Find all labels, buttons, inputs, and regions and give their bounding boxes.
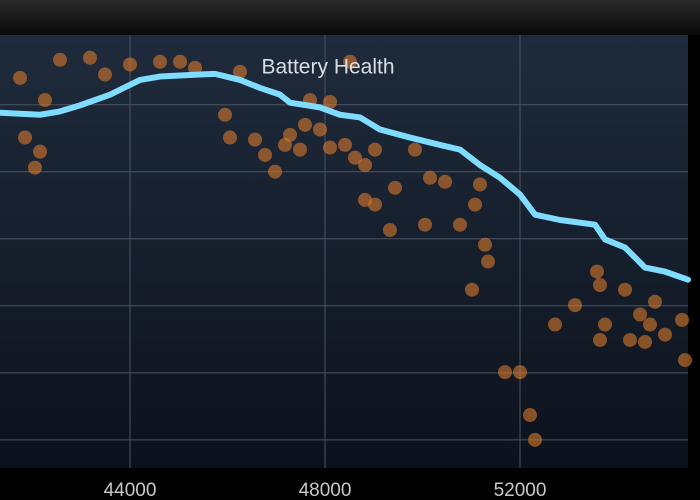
x-tick-label: 52000 <box>494 480 547 500</box>
scatter-point <box>323 95 338 110</box>
scatter-point <box>152 54 167 69</box>
scatter-point <box>423 170 438 185</box>
scatter-point <box>283 127 298 142</box>
scatter-point <box>675 312 690 327</box>
scatter-point <box>187 60 202 75</box>
scatter-point <box>548 317 563 332</box>
scatter-point <box>343 54 358 69</box>
scatter-point <box>18 130 33 145</box>
scatter-point <box>497 365 512 380</box>
scatter-point <box>567 298 582 313</box>
scatter-point <box>647 294 662 309</box>
scatter-point <box>337 137 352 152</box>
scatter-point <box>408 142 423 157</box>
scatter-point <box>417 217 432 232</box>
scatter-point <box>528 432 543 447</box>
scatter-point <box>368 142 383 157</box>
scatter-point <box>382 223 397 238</box>
scatter-point <box>298 117 313 132</box>
scatter-point <box>82 50 97 65</box>
top-bar <box>0 0 700 35</box>
scatter-point <box>258 147 273 162</box>
scatter-point <box>598 317 613 332</box>
scatter-point <box>37 93 52 108</box>
scatter-point <box>368 197 383 212</box>
scatter-point <box>267 164 282 179</box>
scatter-point <box>248 132 263 147</box>
scatter-point <box>643 317 658 332</box>
scatter-point <box>13 70 28 85</box>
scatter-point <box>464 282 479 297</box>
scatter-point <box>347 150 362 165</box>
chart-title: Battery Health <box>261 56 394 79</box>
scatter-point <box>523 408 538 423</box>
scatter-point <box>123 57 138 72</box>
x-tick-label: 44000 <box>104 480 157 500</box>
scatter-point <box>98 67 113 82</box>
trend-line <box>0 70 691 283</box>
scatter-point <box>438 174 453 189</box>
scatter-point <box>28 160 43 175</box>
scatter-point <box>388 180 403 195</box>
scatter-point <box>618 282 633 297</box>
scatter-point <box>593 278 608 293</box>
scatter-point <box>633 307 648 322</box>
scatter-point <box>513 365 528 380</box>
scatter-point <box>33 144 48 159</box>
scatter-point <box>657 327 672 342</box>
scatter-point <box>678 353 693 368</box>
scatter-point <box>358 158 373 173</box>
scatter-point <box>222 130 237 145</box>
scatter-point <box>293 142 308 157</box>
x-tick-label: 48000 <box>299 480 352 500</box>
scatter-point <box>173 54 188 69</box>
scatter-point <box>593 332 608 347</box>
scatter-point <box>622 332 637 347</box>
scatter-point <box>481 254 496 269</box>
scatter-point <box>232 64 247 79</box>
scatter-point <box>472 177 487 192</box>
scatter-point <box>478 237 493 252</box>
scatter-point <box>312 122 327 137</box>
plot-area <box>0 35 688 468</box>
scatter-point <box>589 264 604 279</box>
scatter-point <box>323 140 338 155</box>
scatter-point <box>53 52 68 67</box>
scatter-point <box>468 197 483 212</box>
scatter-point <box>638 334 653 349</box>
scatter-point <box>452 217 467 232</box>
scatter-point <box>218 107 233 122</box>
